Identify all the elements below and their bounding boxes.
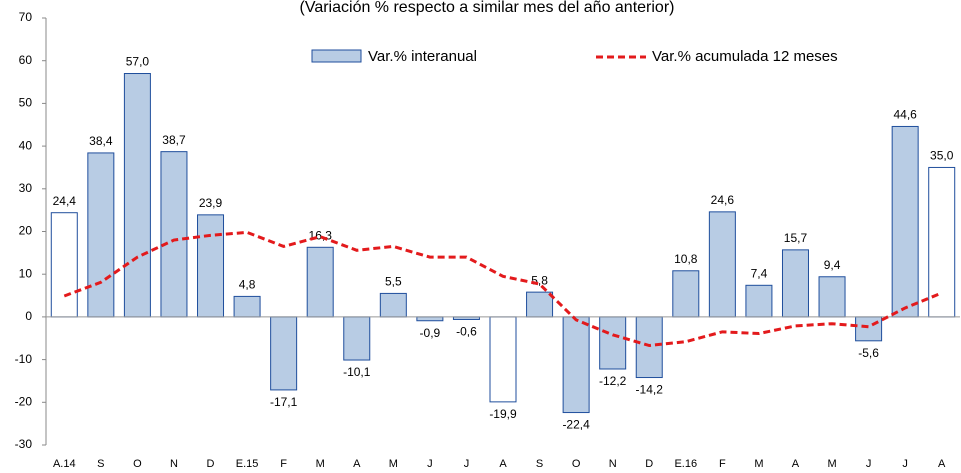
bar [306,246,334,318]
value-label: 4,8 [239,278,256,292]
y-tick-label: -30 [15,437,33,451]
value-label: 23,9 [199,196,223,210]
legend-label: Var.% acumulada 12 meses [652,48,838,65]
x-tick-label: J [427,458,433,470]
value-label: -19,9 [489,407,517,421]
y-tick-label: 20 [19,224,33,238]
x-tick-label: F [280,458,287,470]
y-tick-label: 0 [25,309,32,323]
x-tick-label: N [609,458,617,470]
x-tick-label: A [938,458,946,470]
value-label: 35,0 [930,149,954,163]
bar [855,316,883,342]
value-label: 38,7 [162,133,186,147]
bar [270,316,298,391]
bar [781,249,809,318]
bar [562,316,590,414]
bar [891,125,919,318]
bar [50,212,78,318]
y-tick-label: 10 [19,266,33,280]
x-tick-label: J [464,458,470,470]
x-tick-label: M [754,458,763,470]
y-tick-label: 40 [19,138,33,152]
x-tick-label: A [792,458,800,470]
value-label: -5,6 [858,346,879,360]
value-label: -12,2 [599,374,627,388]
y-tick-label: 50 [19,96,33,110]
x-tick-label: M [827,458,836,470]
value-label: -0,9 [420,326,441,340]
bar [818,276,846,318]
bar [416,316,444,322]
bar [599,316,627,370]
y-tick-label: 60 [19,53,33,67]
bar [928,166,956,318]
value-label: 44,6 [893,108,917,122]
value-label: 38,4 [89,134,113,148]
x-tick-label: D [207,458,215,470]
x-tick-label: N [170,458,178,470]
legend-swatch [311,49,362,63]
bar [233,295,261,318]
y-tick-label: -10 [15,352,33,366]
value-label: 5,5 [385,275,402,289]
bar [379,292,407,318]
legend-label: Var.% interanual [368,48,477,65]
x-tick-label: F [719,458,726,470]
value-label: 10,8 [674,252,698,266]
y-tick-label: 30 [19,181,33,195]
value-label: -22,4 [562,418,590,432]
bar [708,211,736,318]
bar [489,316,517,403]
value-label: 57,0 [126,55,150,69]
x-tick-label: M [316,458,325,470]
x-tick-label: E.16 [674,458,697,470]
x-tick-label: J [866,458,872,470]
value-label: 24,4 [53,194,77,208]
bar [672,270,700,318]
x-tick-label: J [902,458,908,470]
chart-subtitle: (Variación % respecto a similar mes del … [300,0,675,16]
x-tick-label: E.15 [236,458,259,470]
x-tick-label: A [353,458,361,470]
x-tick-label: M [389,458,398,470]
value-label: 16,3 [309,228,333,242]
line [63,230,943,348]
bar [197,214,225,318]
y-tick-label: -20 [15,394,33,408]
bar [745,284,773,318]
value-label: -14,2 [636,383,664,397]
value-label: 15,7 [784,231,808,245]
x-tick-label: O [133,458,142,470]
value-label: 24,6 [711,193,735,207]
bar [123,73,151,318]
x-tick-label: A [499,458,507,470]
bar [87,152,115,318]
value-label: -17,1 [270,395,298,409]
bar [526,291,554,318]
value-label: 9,4 [824,258,841,272]
y-tick-label: 70 [19,10,33,24]
value-label: 5,8 [531,273,548,287]
value-label: 7,4 [751,266,768,280]
x-tick-label: S [536,458,543,470]
bar [635,316,663,379]
value-label: -0,6 [456,325,477,339]
value-label: -10,1 [343,365,371,379]
x-tick-label: A.14 [53,458,76,470]
x-tick-label: O [572,458,581,470]
bar [343,316,371,361]
x-tick-label: D [645,458,653,470]
x-tick-label: S [97,458,104,470]
bar [160,151,188,318]
